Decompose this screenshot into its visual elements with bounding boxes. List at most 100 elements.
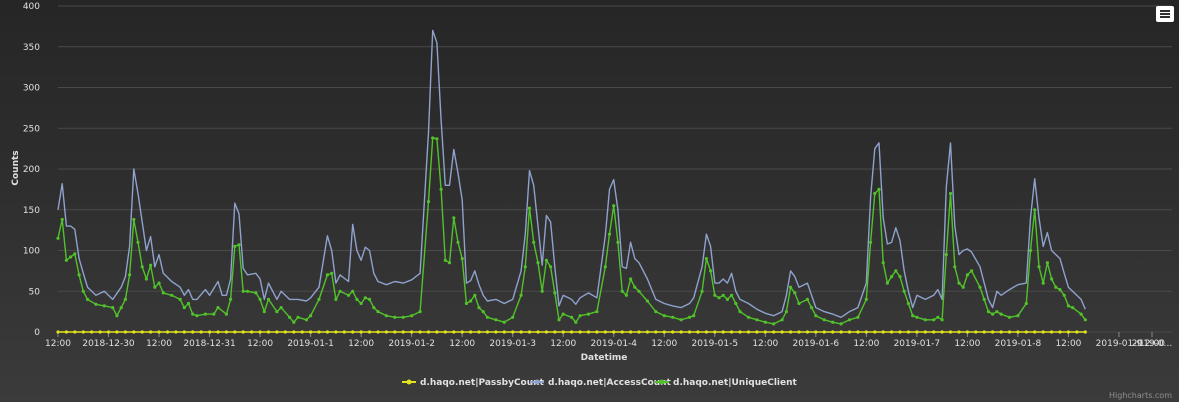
data-point[interactable]: [439, 187, 443, 191]
credits[interactable]: Highcharts.com: [1109, 391, 1172, 400]
data-point[interactable]: [170, 293, 174, 297]
data-point[interactable]: [60, 217, 64, 222]
data-point[interactable]: [376, 330, 380, 334]
data-point[interactable]: [1037, 265, 1041, 269]
data-point[interactable]: [965, 330, 970, 334]
data-point[interactable]: [372, 306, 376, 310]
data-point[interactable]: [780, 318, 784, 322]
data-point[interactable]: [94, 302, 98, 306]
data-point[interactable]: [970, 269, 974, 273]
data-point[interactable]: [839, 322, 843, 326]
data-point[interactable]: [721, 293, 725, 297]
data-point[interactable]: [81, 289, 85, 293]
data-point[interactable]: [275, 330, 279, 334]
data-point[interactable]: [923, 318, 927, 322]
data-point[interactable]: [359, 301, 363, 306]
data-point[interactable]: [1062, 293, 1066, 297]
data-point[interactable]: [157, 281, 161, 285]
data-point[interactable]: [351, 330, 355, 334]
data-point[interactable]: [1016, 314, 1020, 318]
data-point[interactable]: [570, 330, 574, 334]
data-point[interactable]: [982, 297, 986, 301]
data-point[interactable]: [401, 330, 405, 334]
data-point[interactable]: [384, 330, 388, 334]
data-point[interactable]: [351, 289, 355, 293]
data-point[interactable]: [224, 330, 228, 334]
data-point[interactable]: [612, 330, 616, 334]
legend-label[interactable]: d.haqo.net|UniqueClient: [673, 378, 798, 388]
data-point[interactable]: [890, 330, 894, 334]
data-point[interactable]: [157, 330, 161, 334]
data-point[interactable]: [612, 204, 616, 208]
data-point[interactable]: [864, 330, 868, 334]
data-point[interactable]: [115, 314, 119, 318]
data-point[interactable]: [595, 330, 599, 334]
data-point[interactable]: [1066, 330, 1070, 334]
data-point[interactable]: [136, 240, 140, 244]
data-point[interactable]: [789, 330, 793, 334]
data-point[interactable]: [881, 261, 885, 265]
data-point[interactable]: [687, 315, 692, 319]
data-point[interactable]: [789, 285, 793, 289]
data-point[interactable]: [1033, 330, 1037, 334]
data-point[interactable]: [191, 312, 195, 316]
data-point[interactable]: [338, 289, 342, 293]
data-point[interactable]: [376, 310, 380, 314]
series-line[interactable]: [57, 29, 1086, 318]
data-point[interactable]: [713, 293, 717, 297]
data-point[interactable]: [586, 330, 591, 334]
data-point[interactable]: [957, 330, 961, 334]
data-point[interactable]: [144, 277, 148, 281]
data-point[interactable]: [1041, 281, 1045, 285]
data-point[interactable]: [69, 255, 73, 259]
data-point[interactable]: [915, 330, 919, 334]
data-point[interactable]: [738, 310, 742, 314]
data-point[interactable]: [687, 330, 692, 334]
data-point[interactable]: [85, 297, 90, 301]
data-point[interactable]: [692, 314, 696, 318]
data-point[interactable]: [578, 330, 582, 334]
data-point[interactable]: [637, 289, 641, 293]
data-point[interactable]: [557, 318, 561, 322]
data-point[interactable]: [401, 315, 405, 319]
data-point[interactable]: [1028, 248, 1033, 253]
data-point[interactable]: [574, 320, 578, 324]
data-point[interactable]: [995, 310, 999, 314]
data-point[interactable]: [330, 271, 334, 275]
data-point[interactable]: [224, 312, 228, 316]
data-point[interactable]: [898, 330, 902, 334]
data-point[interactable]: [532, 240, 536, 244]
data-point[interactable]: [906, 330, 911, 334]
data-point[interactable]: [153, 285, 157, 289]
data-point[interactable]: [696, 330, 700, 334]
data-point[interactable]: [456, 240, 460, 244]
legend-label[interactable]: d.haqo.net|PassbyCount: [420, 378, 545, 388]
data-point[interactable]: [81, 330, 85, 334]
data-point[interactable]: [709, 269, 713, 273]
data-point[interactable]: [325, 330, 329, 334]
data-point[interactable]: [363, 296, 367, 300]
data-point[interactable]: [119, 306, 123, 310]
data-point[interactable]: [561, 330, 565, 334]
data-point[interactable]: [266, 330, 271, 334]
data-point[interactable]: [410, 330, 414, 334]
data-point[interactable]: [607, 232, 612, 236]
data-point[interactable]: [1016, 330, 1020, 334]
data-point[interactable]: [704, 257, 709, 261]
data-point[interactable]: [443, 258, 447, 262]
data-point[interactable]: [73, 252, 77, 256]
data-point[interactable]: [616, 240, 620, 244]
data-point[interactable]: [814, 314, 818, 318]
data-point[interactable]: [805, 330, 810, 334]
data-point[interactable]: [161, 291, 165, 295]
data-point[interactable]: [831, 320, 835, 324]
data-point[interactable]: [1033, 208, 1037, 212]
data-point[interactable]: [309, 314, 313, 318]
data-point[interactable]: [1007, 315, 1012, 319]
data-point[interactable]: [603, 265, 607, 269]
data-point[interactable]: [755, 318, 759, 322]
data-point[interactable]: [149, 330, 153, 334]
data-point[interactable]: [1075, 330, 1079, 334]
data-point[interactable]: [367, 297, 372, 301]
data-point[interactable]: [473, 293, 477, 297]
